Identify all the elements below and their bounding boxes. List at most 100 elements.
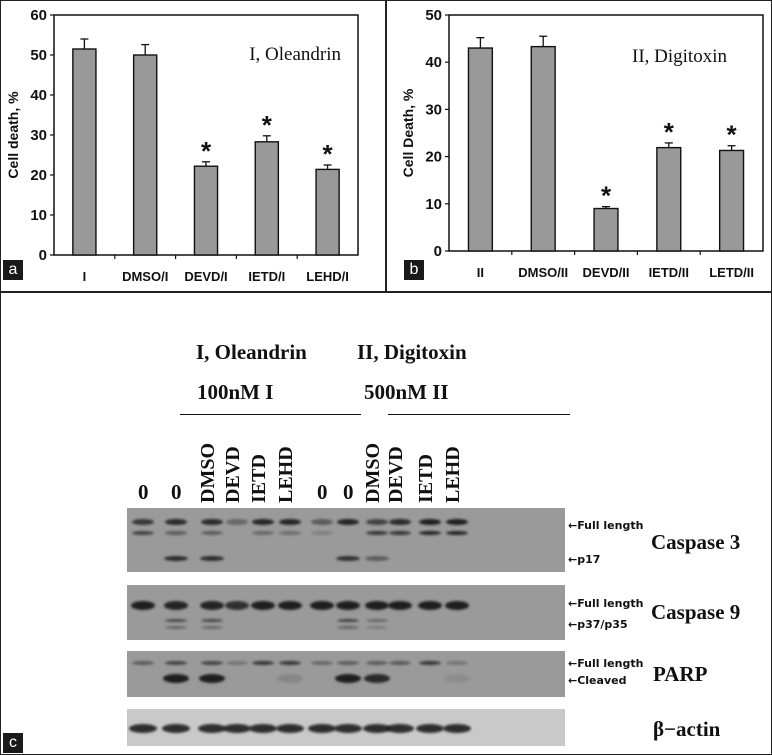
band-beta-actin xyxy=(198,724,226,733)
band-beta-actin xyxy=(129,724,157,733)
band-caspase9-full xyxy=(336,601,360,610)
marker-parp-full-length: ←Full length xyxy=(568,657,644,670)
band-caspase9-p35 xyxy=(165,626,187,629)
y-tick-label: 50 xyxy=(425,7,442,24)
band-caspase3-intermediate xyxy=(279,531,301,535)
band-parp-full xyxy=(337,661,359,665)
band-caspase9-full xyxy=(200,601,224,610)
marker-caspase3-full-length: ←Full length xyxy=(568,519,644,532)
band-caspase9-full xyxy=(164,601,188,610)
x-tick-label: LETD/II xyxy=(709,265,754,280)
x-tick-label: LEHD/I xyxy=(306,269,349,284)
lane-label-lehd: LEHD xyxy=(275,446,297,503)
band-caspase3-full xyxy=(311,519,333,525)
group-dose-digitoxin: 500nM II xyxy=(364,380,449,404)
protein-label-caspase-3: Caspase 3 xyxy=(651,530,741,554)
lane-label-ietd: IETD xyxy=(248,454,270,503)
band-beta-actin xyxy=(386,724,414,733)
band-parp-full xyxy=(165,661,187,665)
y-tick-label: 0 xyxy=(434,243,442,260)
band-beta-actin xyxy=(276,724,304,733)
lane-label-devd: DEVD xyxy=(385,446,407,503)
band-parp-full xyxy=(389,661,411,665)
band-caspase3-full xyxy=(419,519,441,525)
y-tick-label: 60 xyxy=(30,7,47,24)
band-caspase3-full xyxy=(279,519,301,525)
band-parp-full xyxy=(132,661,154,665)
band-caspase3-full xyxy=(226,519,248,525)
x-tick-label: II xyxy=(477,265,484,280)
x-tick-label: DMSO/II xyxy=(518,265,568,280)
lane-label-untreated: 0 xyxy=(171,480,182,504)
band-parp-full xyxy=(311,661,333,665)
lane-label-lehd: LEHD xyxy=(442,446,464,503)
band-parp-full xyxy=(279,661,301,665)
chart-b-digitoxin: 0 10 20 30 40 50 Cell Death, % II DMSO/II * DEVD/I… xyxy=(400,7,764,280)
y-tick-label: 20 xyxy=(30,167,47,184)
group-title-digitoxin: II, Digitoxin xyxy=(357,340,467,364)
band-caspase9-full xyxy=(365,601,389,610)
band-caspase9-p37 xyxy=(337,619,359,622)
band-caspase3-intermediate xyxy=(201,531,223,535)
lane-label-dmso: DMSO xyxy=(197,443,219,503)
group-title-oleandrin: I, Oleandrin xyxy=(196,340,307,364)
band-caspase9-full xyxy=(131,601,155,610)
chart-a-oleandrin: 0 10 20 30 40 50 60 Cell death, % I DMSO/I * DEVD/I… xyxy=(5,7,359,284)
y-axis-label: Cell Death, % xyxy=(400,88,416,177)
band-beta-actin xyxy=(308,724,336,733)
lane-label-dmso: DMSO xyxy=(362,443,384,503)
band-caspase9-p35 xyxy=(337,626,359,629)
band-caspase9-p37 xyxy=(366,619,388,622)
band-beta-actin xyxy=(334,724,362,733)
group-underline-oleandrin xyxy=(180,414,361,415)
x-tick-label: IETD/I xyxy=(248,269,285,284)
y-tick-label: 30 xyxy=(30,127,47,144)
lane-label-ietd: IETD xyxy=(415,454,437,503)
band-caspase3-full xyxy=(132,519,154,525)
band-beta-actin xyxy=(223,724,251,733)
band-beta-actin xyxy=(249,724,277,733)
band-caspase9-full xyxy=(310,601,334,610)
marker-caspase9-p37-p35: ←p37/p35 xyxy=(568,618,628,631)
band-caspase9-p37 xyxy=(201,619,223,622)
band-beta-actin xyxy=(363,724,391,733)
band-caspase3-intermediate xyxy=(389,531,411,535)
x-tick-label: I xyxy=(83,269,87,284)
band-parp-full xyxy=(201,661,223,665)
band-caspase3-full xyxy=(446,519,468,525)
band-parp-full xyxy=(226,661,248,665)
significance-asterisk: * xyxy=(727,120,738,150)
significance-asterisk: * xyxy=(601,181,612,211)
chart-title: I, Oleandrin xyxy=(249,44,341,65)
y-tick-label: 20 xyxy=(425,149,442,166)
band-caspase9-full xyxy=(225,601,249,610)
protein-label-beta-actin: β−actin xyxy=(653,717,721,741)
band-caspase3-intermediate xyxy=(419,531,441,535)
bar xyxy=(530,45,556,252)
lane-label-untreated: 0 xyxy=(138,480,149,504)
marker-parp-cleaved: ←Cleaved xyxy=(568,674,627,687)
band-caspase9-full xyxy=(445,601,469,610)
band-parp-full xyxy=(252,661,274,665)
band-caspase3-full xyxy=(165,519,187,525)
y-tick-label: 50 xyxy=(30,47,47,64)
group-dose-oleandrin: 100nM I xyxy=(197,380,274,404)
panel-divider-horizontal xyxy=(0,291,772,293)
band-parp-full xyxy=(419,661,441,665)
x-tick-label: IETD/II xyxy=(649,265,689,280)
significance-asterisk: * xyxy=(262,110,273,140)
bar xyxy=(72,48,97,256)
band-parp-full xyxy=(366,661,388,665)
panel-label-c: c xyxy=(3,733,23,753)
lane-label-untreated: 0 xyxy=(317,480,328,504)
band-beta-actin xyxy=(162,724,190,733)
group-underline-digitoxin xyxy=(388,414,570,415)
protein-label-caspase-9: Caspase 9 xyxy=(651,600,741,624)
band-caspase3-intermediate xyxy=(252,531,274,535)
band-caspase3-p17 xyxy=(200,556,224,561)
bar xyxy=(718,149,745,252)
protein-label-parp: PARP xyxy=(653,662,708,686)
lane-label-devd: DEVD xyxy=(222,446,244,503)
bar xyxy=(315,168,340,256)
bar xyxy=(467,47,494,252)
